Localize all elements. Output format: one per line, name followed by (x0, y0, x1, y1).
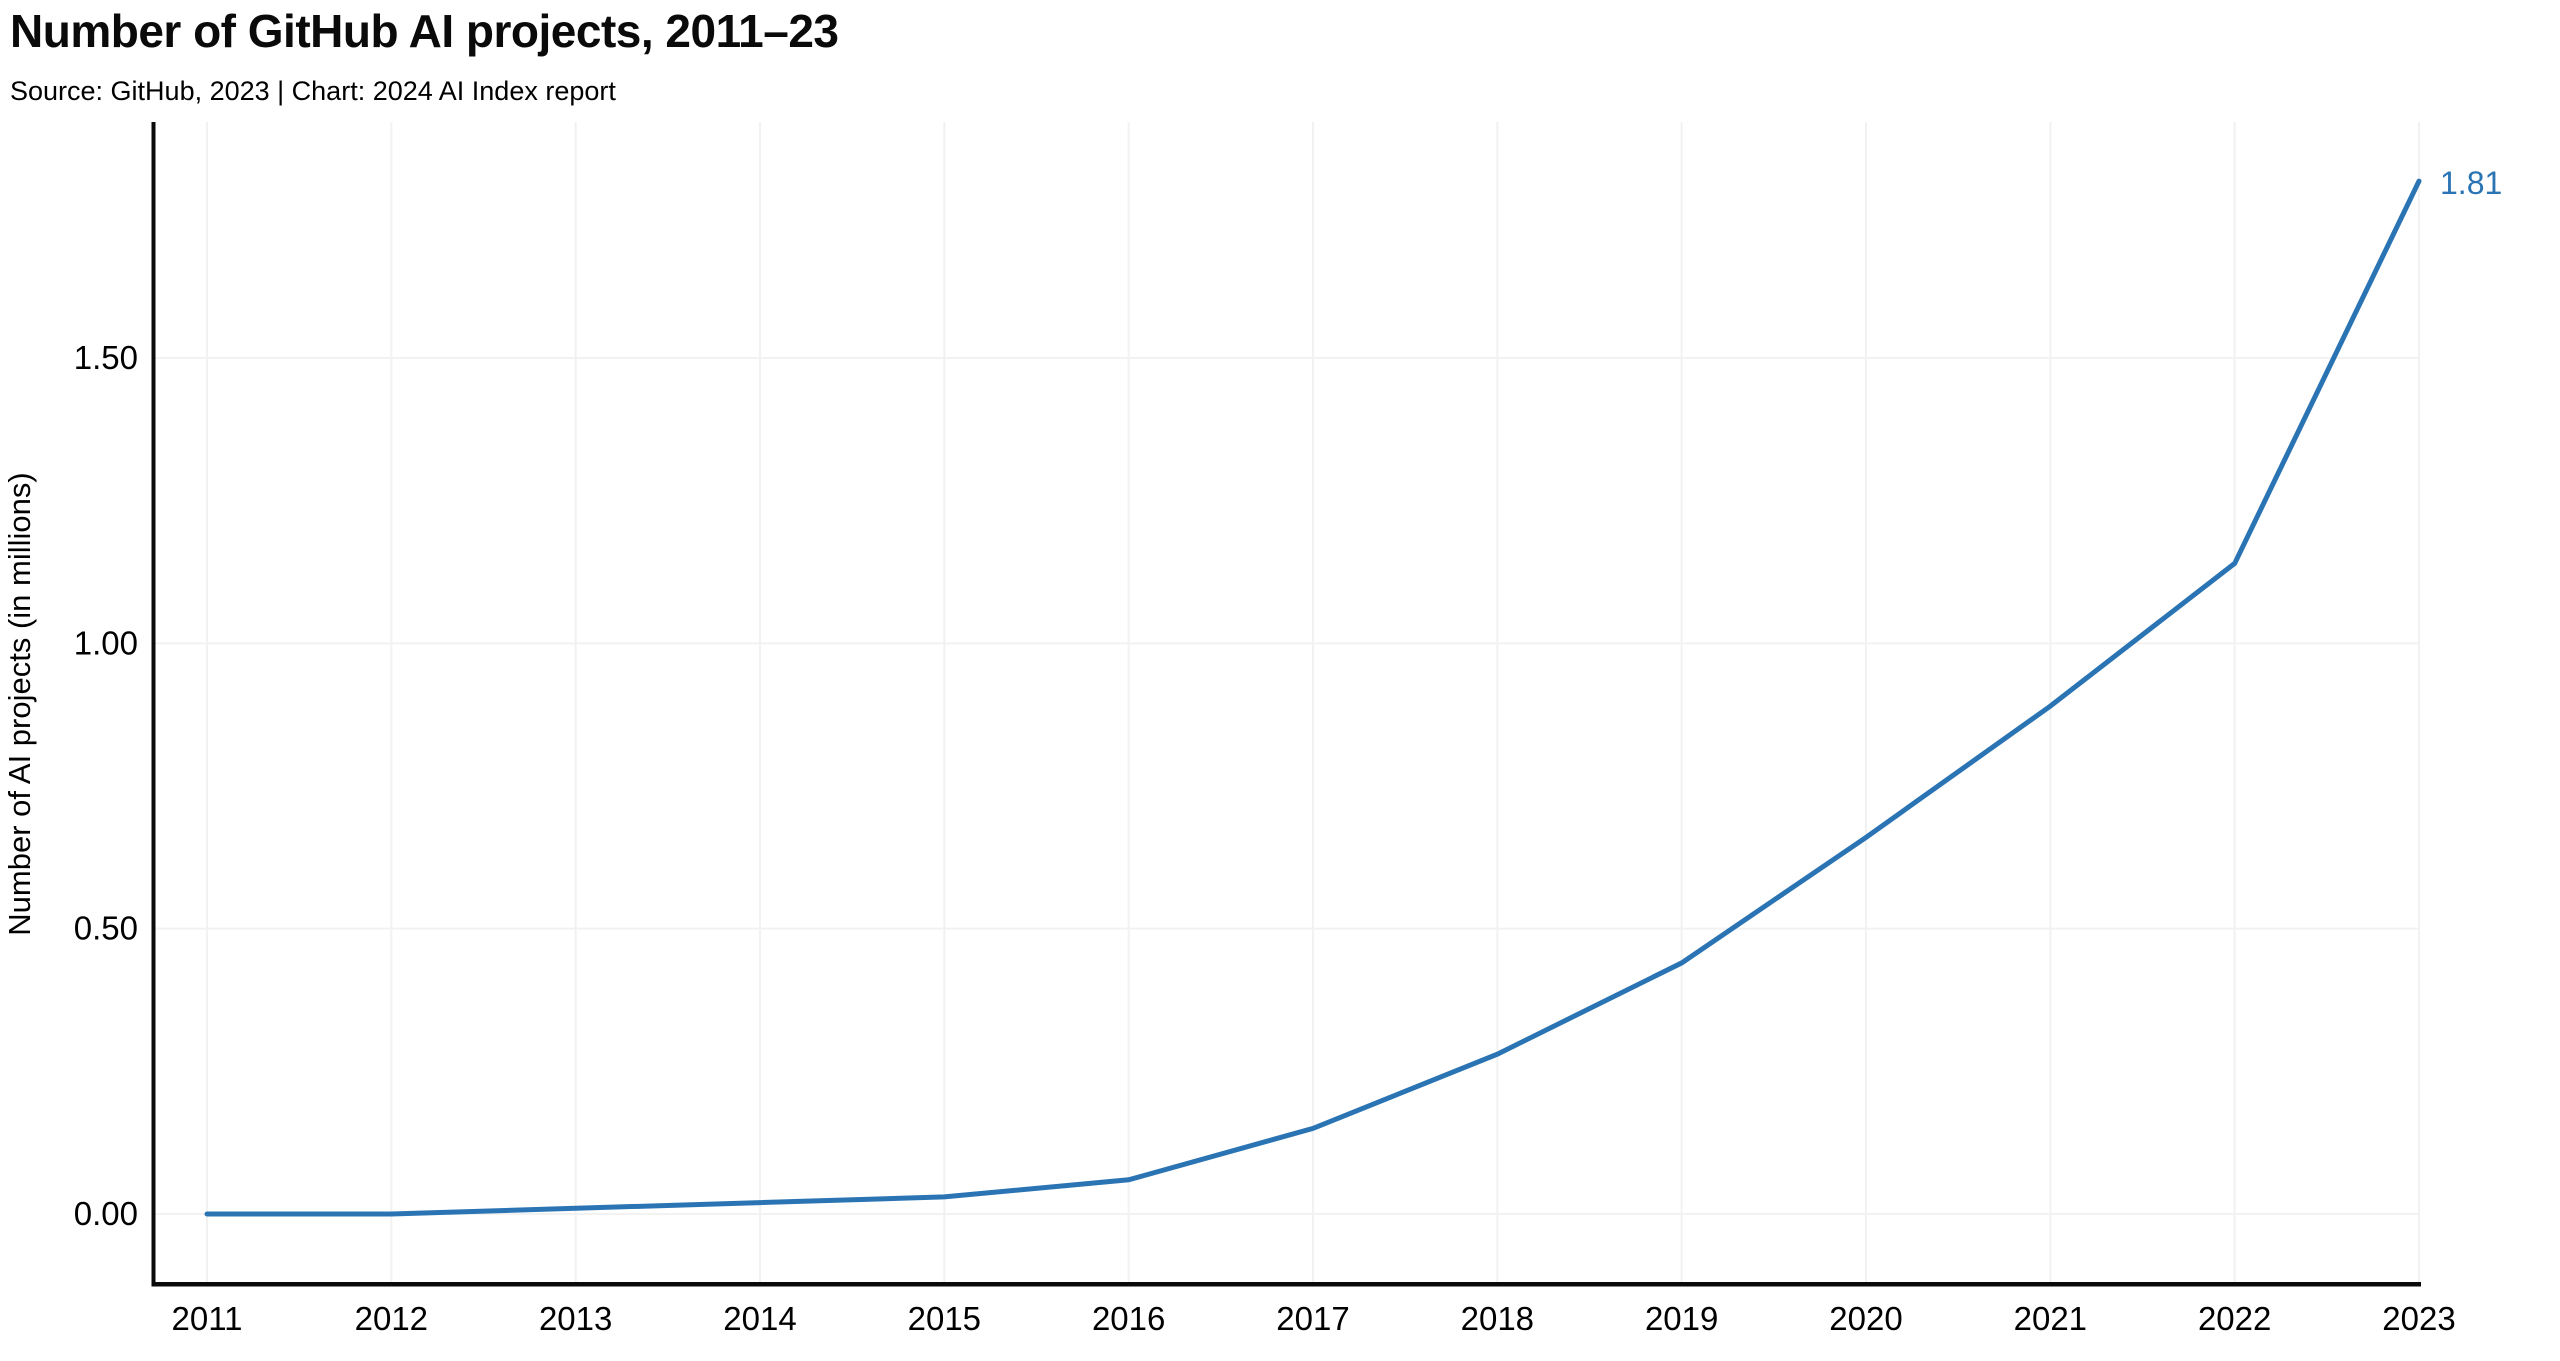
end-value-label: 1.81 (2440, 165, 2502, 201)
x-axis-spine (151, 1282, 2421, 1287)
chart-source-caption: Source: GitHub, 2023 | Chart: 2024 AI In… (10, 76, 616, 106)
x-tick-label: 2013 (539, 1300, 612, 1337)
axes-spines (151, 122, 2421, 1287)
x-tick-label: 2019 (1645, 1300, 1718, 1337)
y-axis-spine (151, 122, 156, 1287)
x-tick-label: 2012 (355, 1300, 428, 1337)
tick-labels: 2011 2012 2013 2014 2015 2016 2017 2018 2019 2020… (74, 339, 2456, 1337)
y-tick-label: 1.00 (74, 624, 138, 661)
data-series (204, 178, 2422, 1217)
y-tick-label: 0.50 (74, 910, 138, 947)
x-tick-label: 2023 (2382, 1300, 2455, 1337)
x-tick-label: 2011 (172, 1300, 243, 1337)
x-tick-label: 2018 (1461, 1300, 1534, 1337)
y-tick-label: 0.00 (74, 1195, 138, 1232)
data-line (204, 178, 2422, 1217)
y-axis-title: Number of AI projects (in millions) (2, 472, 37, 935)
x-tick-label: 2014 (723, 1300, 796, 1337)
x-tick-label: 2021 (2014, 1300, 2087, 1337)
x-tick-label: 2015 (908, 1300, 981, 1337)
x-tick-label: 2016 (1092, 1300, 1165, 1337)
x-tick-label: 2022 (2198, 1300, 2271, 1337)
y-tick-label: 1.50 (74, 339, 138, 376)
chart-title: Number of GitHub AI projects, 2011–23 (10, 5, 839, 57)
x-tick-label: 2017 (1276, 1300, 1349, 1337)
x-tick-label: 2020 (1829, 1300, 1902, 1337)
gridlines (155, 122, 2420, 1282)
